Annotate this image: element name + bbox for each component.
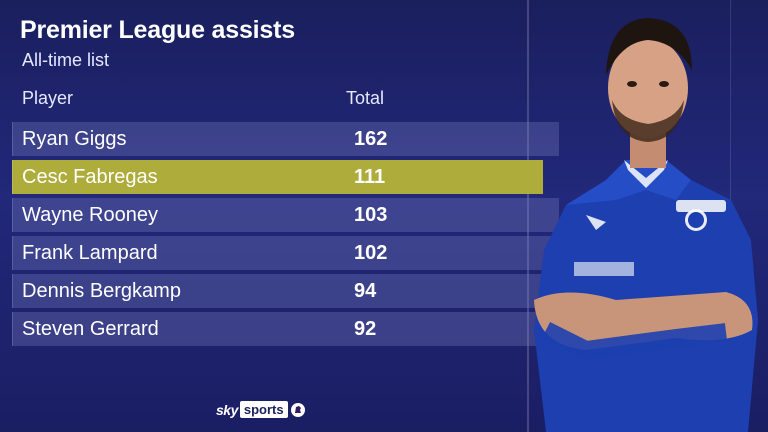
assist-total: 162 — [354, 128, 388, 150]
player-name: Steven Gerrard — [22, 318, 159, 340]
player-name: Dennis Bergkamp — [22, 280, 181, 302]
page-subtitle: All-time list — [22, 50, 110, 70]
player-name: Cesc Fabregas — [22, 166, 158, 188]
assists-table: Ryan Giggs 162 Cesc Fabregas 111 Wayne R… — [12, 122, 559, 350]
player-name: Frank Lampard — [22, 242, 158, 264]
assist-total: 92 — [354, 318, 377, 340]
column-header-total: Total — [346, 88, 385, 108]
column-header-player: Player — [22, 88, 74, 108]
page-title: Premier League assists — [20, 16, 295, 44]
table-row: Wayne Rooney 103 — [12, 198, 559, 232]
player-name: Wayne Rooney — [22, 204, 158, 226]
table-row: Steven Gerrard 92 — [12, 312, 559, 346]
sky-sports-logo: sky sports — [216, 401, 306, 418]
assist-total: 111 — [354, 166, 386, 188]
table-row: Ryan Giggs 162 — [12, 122, 559, 156]
brand-sports: sports — [239, 401, 288, 418]
table-row: Cesc Fabregas 111 — [12, 160, 543, 194]
player-name: Ryan Giggs — [22, 128, 127, 150]
assist-total: 103 — [354, 204, 388, 226]
assist-total: 102 — [354, 242, 388, 264]
premier-league-lion-icon — [290, 402, 305, 417]
player-illustration — [534, 18, 758, 432]
brand-sky: sky — [216, 401, 238, 418]
table-row: Dennis Bergkamp 94 — [12, 274, 559, 308]
table-row: Frank Lampard 102 — [12, 236, 559, 270]
assist-total: 94 — [354, 280, 377, 302]
